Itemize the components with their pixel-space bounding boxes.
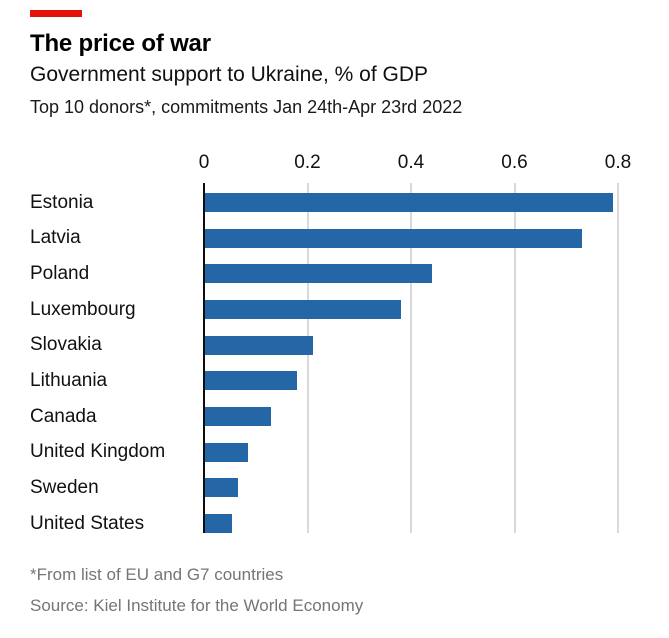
gridline-0.4 xyxy=(410,183,412,533)
bar-lithuania xyxy=(204,371,298,391)
bar-sweden xyxy=(204,478,238,498)
x-tick-label-0.6: 0.6 xyxy=(501,152,528,173)
gridline-0.8 xyxy=(617,183,619,533)
x-tick-label-0: 0 xyxy=(198,152,210,173)
bar-united-kingdom xyxy=(204,442,248,462)
accent-bar xyxy=(30,10,82,17)
country-label-estonia: Estonia xyxy=(30,191,94,213)
plot-area xyxy=(203,183,619,534)
bar-estonia xyxy=(204,193,613,212)
gridline-0.6 xyxy=(513,183,516,533)
bar-slovakia xyxy=(204,335,313,355)
country-label-sweden: Sweden xyxy=(30,476,99,498)
country-label-canada: Canada xyxy=(30,405,97,427)
country-label-united-kingdom: United Kingdom xyxy=(30,441,166,463)
country-label-latvia: Latvia xyxy=(30,227,81,249)
bar-united-states xyxy=(204,514,233,534)
country-label-lithuania: Lithuania xyxy=(30,369,108,391)
source-line: Source: Kiel Institute for the World Eco… xyxy=(30,596,364,615)
y-axis-labels: Estonia Latvia Poland Luxembourg Slovakia Lit… xyxy=(30,183,202,534)
country-label-slovakia: Slovakia xyxy=(30,334,102,356)
x-tick-label-0.4: 0.4 xyxy=(397,152,425,173)
y-axis-line xyxy=(203,183,205,533)
bar-latvia xyxy=(204,228,582,248)
x-tick-label-0.2: 0.2 xyxy=(294,152,321,173)
page-title: The price of war xyxy=(30,30,211,57)
country-label-poland: Poland xyxy=(30,262,90,284)
bar-luxembourg xyxy=(204,300,401,319)
footnote: *From list of EU and G7 countries xyxy=(30,565,284,584)
gridline-0.2 xyxy=(306,183,309,533)
chart-note: Top 10 donors*, commitments Jan 24th-Apr… xyxy=(30,97,463,117)
country-label-luxembourg: Luxembourg xyxy=(30,298,136,320)
x-tick-label-0.8: 0.8 xyxy=(604,152,632,173)
chart-subtitle: Government support to Ukraine, % of GDP xyxy=(30,63,429,86)
country-label-united-states: United States xyxy=(30,512,145,534)
bar-canada xyxy=(204,407,272,427)
x-axis: 0 0.2 0.4 0.6 0.8 xyxy=(199,152,632,178)
bar-poland xyxy=(204,264,432,284)
